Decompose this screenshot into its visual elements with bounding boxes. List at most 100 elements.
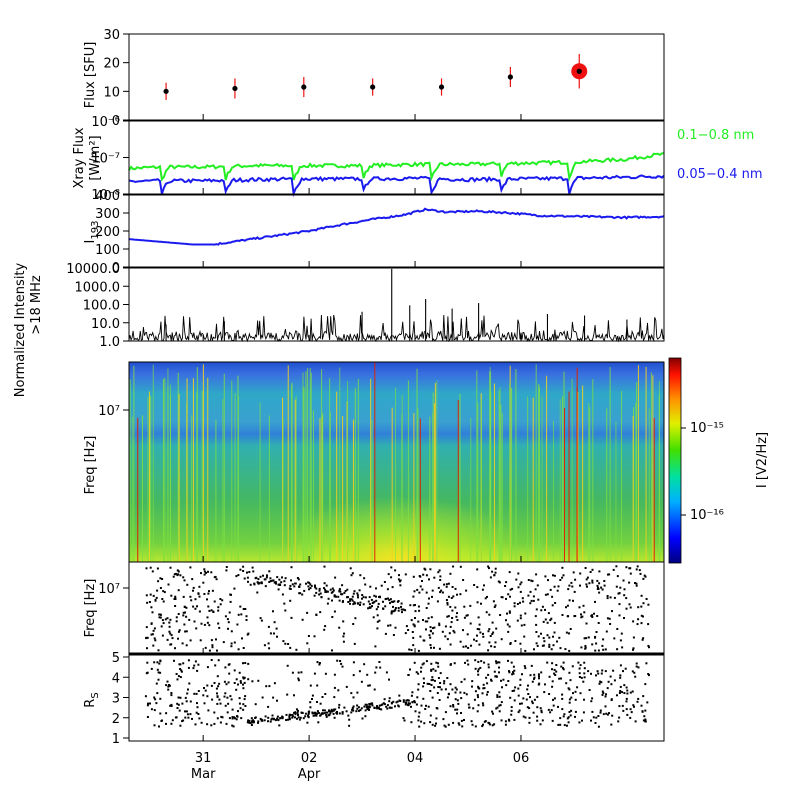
rs-dot	[633, 705, 635, 708]
rs-dot	[426, 682, 429, 685]
rs-dot	[158, 725, 160, 728]
rs-dot	[493, 723, 496, 726]
rs-dot	[461, 725, 464, 728]
rs-dot	[642, 695, 645, 698]
freq-dot	[418, 591, 421, 594]
rs-dot	[404, 703, 407, 706]
rs-dot	[316, 684, 319, 687]
rs-dot	[216, 675, 219, 678]
rs-dot	[268, 685, 271, 688]
freq-dot	[497, 580, 500, 583]
freq-dot	[296, 577, 299, 579]
rs-dot	[619, 676, 622, 679]
colorbar	[668, 357, 682, 564]
rs-dot	[500, 679, 502, 682]
freq-dot	[553, 574, 556, 577]
rs-dot	[538, 677, 540, 680]
rs-dot	[540, 671, 543, 674]
rs-dot	[487, 721, 490, 724]
rs-dot	[216, 692, 218, 695]
rs-dot	[449, 683, 452, 686]
freq-dot	[175, 572, 177, 575]
freq-dot	[295, 648, 298, 651]
freq-dot	[390, 566, 393, 569]
freq-dot	[608, 617, 611, 620]
freq-dot	[157, 649, 160, 652]
freq-dot	[206, 621, 209, 624]
freq-dot	[580, 616, 583, 619]
freq-dot	[354, 602, 357, 605]
freq-dot	[629, 606, 632, 609]
rs-dot	[481, 725, 484, 728]
freq-dot	[338, 599, 341, 602]
freq-dot	[519, 614, 522, 617]
freq-dot	[608, 573, 611, 576]
freq-dot	[257, 578, 260, 581]
freq-dots-panel: 10⁷ Freq [Hz]	[83, 561, 665, 655]
rs-dot	[220, 715, 223, 718]
freq-dot	[517, 586, 520, 589]
freq-dot	[331, 649, 333, 652]
rs-dot	[367, 705, 370, 708]
rs-dot	[386, 704, 389, 707]
freq-dot	[604, 648, 607, 651]
rs-dot	[513, 699, 516, 702]
freq-dot	[515, 578, 518, 581]
freq-dot	[558, 636, 561, 639]
rs-dot	[239, 681, 242, 684]
rs-dot	[388, 678, 390, 681]
freq-dot	[359, 574, 362, 577]
rs-dot	[430, 684, 433, 686]
rs-dot	[237, 683, 239, 686]
freq-dot	[567, 588, 570, 591]
freq-dot	[589, 571, 592, 573]
rs-dot	[568, 698, 571, 701]
xray-legend-green: 0.1−0.8 nm	[677, 128, 754, 143]
freq-dot	[594, 600, 596, 603]
freq-dot	[632, 648, 634, 651]
freq-dot	[278, 578, 281, 581]
rs-dot	[552, 698, 554, 701]
rs-dot	[197, 713, 200, 715]
rs-dot	[184, 710, 186, 713]
freq-dot	[326, 602, 329, 605]
rs-dot	[528, 721, 531, 724]
rs-dot	[533, 698, 536, 701]
rs-dot	[269, 720, 272, 723]
freq-dot	[537, 598, 540, 601]
freq-dot	[158, 613, 161, 616]
freq-dot	[268, 570, 271, 573]
rs-dot	[383, 703, 386, 706]
rs-dot	[233, 682, 236, 684]
freq-dots	[145, 565, 650, 652]
freq-dot	[386, 588, 389, 591]
rs-dot	[165, 722, 167, 725]
freq-dot	[543, 640, 546, 643]
rs-dot	[574, 710, 577, 713]
freq-dot	[152, 594, 155, 597]
freq-dot	[177, 570, 180, 573]
rs-dot	[471, 723, 474, 726]
ytick-label: 100	[95, 243, 120, 258]
rs-dot	[439, 672, 442, 675]
freq-dot	[230, 630, 233, 633]
freq-dot	[469, 622, 472, 625]
freq-dot	[561, 576, 564, 579]
freq-dot	[343, 591, 346, 594]
freq-dot	[307, 585, 310, 588]
freq-dot	[207, 605, 210, 608]
freq-dot	[507, 593, 510, 596]
rs-dot	[610, 698, 613, 701]
rs-dot	[206, 723, 209, 726]
rs-dot	[338, 712, 341, 715]
freq-dot	[489, 576, 492, 579]
rs-dot	[365, 706, 368, 708]
freq-dot	[243, 577, 246, 580]
rs-dot	[380, 704, 383, 707]
rs-dot	[352, 674, 355, 677]
freq-dot	[186, 583, 189, 586]
freq-dot	[333, 610, 336, 613]
rs-dot	[508, 670, 510, 673]
rs-dot	[464, 661, 466, 664]
freq-dot	[572, 571, 575, 574]
